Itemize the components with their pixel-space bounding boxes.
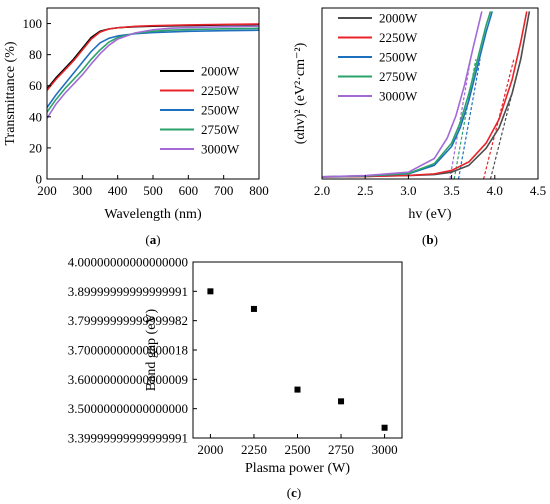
series-line-2750w — [47, 27, 259, 113]
y-tick-label: 3.89999999999999991 — [68, 284, 188, 299]
data-point — [207, 288, 214, 295]
x-tick-label: 4.5 — [530, 183, 546, 198]
x-tick-label: 500 — [143, 183, 163, 198]
x-tick-label: 2750 — [328, 442, 354, 457]
plot-frame — [321, 7, 539, 180]
x-axis-label: hv (eV) — [408, 207, 451, 222]
y-tick-label: 3.79999999999999982 — [68, 313, 188, 328]
panel-label: (b) — [422, 232, 438, 247]
y-tick-label: 0 — [36, 172, 43, 187]
legend: 2000W 2250W 2500W 2750W 3000W — [160, 64, 240, 157]
legend-label-3000w: 3000W — [379, 89, 418, 104]
x-tick-label: 2000 — [197, 442, 223, 457]
y-tick-label: 40 — [29, 109, 42, 124]
x-tick-label: 4.0 — [487, 183, 503, 198]
legend-label-2250w: 2250W — [379, 30, 418, 45]
legend-label-3000w: 3000W — [201, 142, 240, 157]
x-tick-label: 300 — [73, 183, 93, 198]
series-line-3000w — [47, 25, 259, 119]
data-point — [250, 305, 257, 312]
data-point — [338, 398, 345, 405]
y-tick-label: 3.39999999999999991 — [68, 431, 188, 446]
x-tick-label: 3000 — [372, 442, 398, 457]
x-tick-label: 2.5 — [357, 183, 373, 198]
x-tick-label: 2.0 — [314, 183, 330, 198]
y-axis-label: Band gap (eV) — [144, 308, 159, 391]
x-tick-label: 3.5 — [443, 183, 459, 198]
legend-label-2500w: 2500W — [201, 103, 240, 118]
panel-b-tauc-plot: 2.0 2.5 3.0 3.5 4.0 4.5 hv (eV) (αhv)² (eV²·cm⁻… — [293, 7, 546, 247]
x-tick-label: 600 — [179, 183, 199, 198]
legend-label-2000w: 2000W — [201, 64, 240, 79]
series-line-3000w — [322, 11, 483, 178]
series-line-2500w — [47, 29, 259, 108]
tangent-lines — [449, 55, 523, 179]
series-line-2250w — [322, 11, 528, 178]
panel-c-band-gap-chart: 2000 2250 2500 2750 3000 3.39999999999999991 3… — [68, 255, 403, 500]
series-group — [322, 11, 531, 178]
legend-label-2750w: 2750W — [379, 69, 418, 84]
panel-a-transmittance-chart: 200 300 400 500 600 700 800 0 20 40 60 80 100 Wavelen… — [3, 7, 269, 247]
data-point — [294, 386, 301, 393]
x-tick-label: 2250 — [241, 442, 267, 457]
panel-label: (a) — [145, 232, 160, 247]
x-tick-label: 200 — [37, 183, 57, 198]
legend: 2000W 2250W 2500W 2750W 3000W — [338, 11, 418, 104]
y-axis-label: (αhv)² (eV²·cm⁻²) — [293, 42, 308, 144]
series-line-2000w — [322, 11, 531, 178]
y-tick-label: 80 — [29, 47, 42, 62]
tangent-line-3000w — [449, 59, 472, 179]
y-tick-label: 60 — [29, 78, 42, 93]
legend-label-2750w: 2750W — [201, 122, 240, 137]
x-tick-label: 800 — [249, 183, 269, 198]
x-axis-label: Plasma power (W) — [245, 461, 350, 476]
x-axis-label: Wavelength (nm) — [104, 207, 202, 222]
x-tick-label: 700 — [214, 183, 234, 198]
y-tick-label: 100 — [23, 16, 43, 31]
data-point — [381, 424, 388, 431]
series-line-2250w — [47, 23, 259, 91]
y-tick-label: 4.00000000000000000 — [68, 255, 188, 270]
y-tick-label: 3.50000000000000000 — [68, 401, 188, 416]
series-group — [47, 23, 259, 119]
x-tick-label: 3.0 — [400, 183, 416, 198]
y-tick-label: 3.60000000000000009 — [68, 372, 188, 387]
legend-label-2250w: 2250W — [201, 83, 240, 98]
series-line-2750w — [322, 11, 492, 178]
y-tick-label: 3.70000000000000018 — [68, 343, 188, 358]
series-group — [207, 288, 388, 431]
plot-frame — [192, 261, 403, 439]
x-tick-label: 400 — [108, 183, 128, 198]
y-tick-label: 20 — [29, 140, 42, 155]
legend-label-2000w: 2000W — [379, 11, 418, 26]
x-tick-label: 2500 — [285, 442, 311, 457]
tangent-line-2500w — [457, 59, 481, 179]
legend-label-2500w: 2500W — [379, 50, 418, 65]
panel-label: (c) — [287, 485, 301, 500]
y-axis-label: Transmittance (%) — [3, 41, 18, 145]
